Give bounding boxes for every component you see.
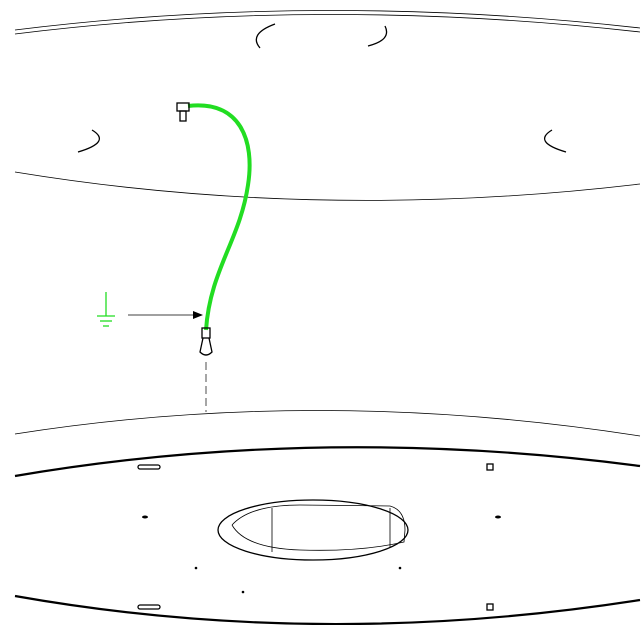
screw-shank [179,110,187,122]
hole [194,566,198,570]
base [14,410,641,625]
hole [142,515,148,519]
opening-inner [271,508,391,552]
hole [398,566,402,570]
ground-wire [176,102,252,412]
square-hole [486,603,494,611]
hole [241,590,245,594]
hole [495,515,501,519]
slot-hole [137,464,161,470]
pointer-arrowhead [193,311,203,319]
slot [543,129,567,153]
base-bottom-rim [14,594,641,625]
slot-hole [137,604,161,610]
top-lower-edge [14,171,641,201]
top-cover [14,10,641,201]
slot [367,25,388,47]
top-edge [14,10,641,31]
opening-inner [231,504,406,551]
slot [77,129,101,153]
ground-symbol [97,292,115,327]
base-top-edge [14,410,641,437]
square-hole [486,463,494,471]
terminal-sleeve [201,327,211,339]
green-cable [187,103,252,331]
base-rim [14,446,641,478]
center-opening [217,499,409,561]
top-edge-inner [14,14,641,35]
slot [255,23,276,49]
terminal-lug [199,337,213,356]
